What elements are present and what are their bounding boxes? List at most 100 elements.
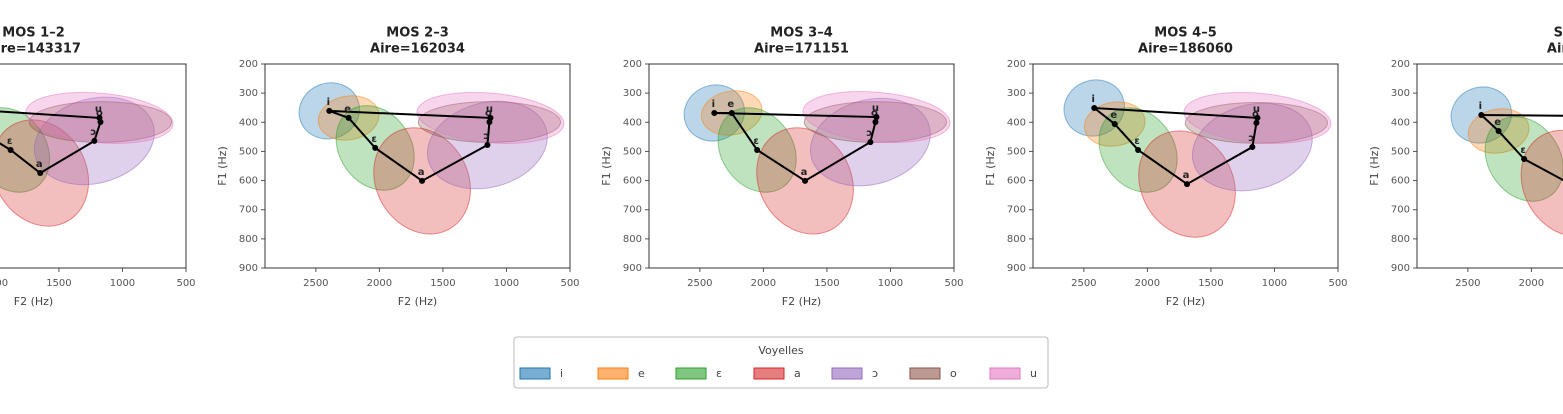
vowel-label: ɔ — [866, 128, 872, 139]
x-tick-label: 2500 — [303, 278, 328, 289]
legend-swatch — [909, 367, 941, 380]
vowel-point — [1254, 114, 1261, 121]
vowel-point — [345, 114, 352, 121]
vowel-label: ɛ — [1134, 136, 1140, 147]
y-tick-label: 300 — [623, 88, 642, 99]
panel-subtitle: Aire=162034 — [370, 42, 465, 57]
panel-subtitle: Aire=143317 — [0, 42, 81, 57]
legend-label: u — [1030, 367, 1037, 380]
vowel-point — [7, 146, 14, 153]
vowel-label: u — [1253, 104, 1260, 115]
x-axis-label: F2 (Hz) — [14, 295, 53, 308]
vowel-label: a — [418, 167, 425, 178]
legend-label: o — [950, 367, 957, 380]
vowel-point — [754, 146, 761, 153]
vowel-label: o — [485, 108, 492, 119]
y-axis-label: F1 (Hz) — [984, 146, 997, 185]
y-tick-label: 800 — [1007, 234, 1026, 245]
x-tick-label: 2500 — [1455, 278, 1480, 289]
vowel-label: ɔ — [90, 127, 96, 138]
y-tick-label: 400 — [239, 117, 258, 128]
panel-title: MOS 3–4 — [770, 26, 832, 41]
vowel-point — [1091, 105, 1098, 112]
x-tick-label: 2500 — [1071, 278, 1096, 289]
vowel-point — [728, 109, 735, 116]
vowel-point — [372, 144, 379, 151]
y-tick-label: 900 — [239, 263, 258, 274]
vowel-label: u — [95, 104, 102, 115]
vowel-point — [1521, 156, 1528, 163]
y-tick-label: 200 — [1391, 59, 1410, 70]
vowel-label: a — [801, 167, 808, 178]
y-tick-label: 700 — [1007, 205, 1026, 216]
y-tick-label: 700 — [239, 205, 258, 216]
vowel-label: o — [96, 108, 103, 119]
y-tick-label: 700 — [623, 205, 642, 216]
vowel-point — [1495, 128, 1502, 135]
vowel-label: ɛ — [7, 136, 13, 147]
y-tick-label: 300 — [239, 88, 258, 99]
y-tick-label: 300 — [1391, 88, 1410, 99]
y-tick-label: 200 — [239, 59, 258, 70]
vowel-point — [711, 109, 718, 116]
y-tick-label: 500 — [1007, 146, 1026, 157]
y-tick-label: 300 — [1007, 88, 1026, 99]
y-axis-label: F1 (Hz) — [1368, 146, 1381, 185]
vowel-point — [37, 169, 44, 176]
y-tick-label: 400 — [1007, 117, 1026, 128]
x-tick-label: 1000 — [878, 278, 903, 289]
vowel-label: i — [712, 99, 715, 110]
x-tick-label: 500 — [176, 278, 195, 289]
y-tick-label: 600 — [623, 176, 642, 187]
vowel-point — [419, 177, 426, 184]
legend-label: ɛ — [716, 367, 722, 380]
panel-title: MOS 1–2 — [2, 26, 64, 41]
vowel-label: i — [1479, 101, 1482, 112]
vowel-point — [91, 137, 98, 144]
vowel-point — [1111, 121, 1118, 128]
vowel-point — [872, 118, 879, 125]
vowel-label: u — [486, 104, 493, 115]
vowel-label: e — [1110, 110, 1117, 121]
legend-swatch — [831, 367, 863, 380]
vowel-point — [1253, 119, 1260, 126]
y-tick-label: 500 — [239, 146, 258, 157]
x-tick-label: 500 — [1328, 278, 1347, 289]
vowel-point — [96, 114, 103, 121]
y-tick-label: 200 — [623, 59, 642, 70]
x-tick-label: 2500 — [687, 278, 712, 289]
y-tick-label: 600 — [1007, 176, 1026, 187]
vowel-label: e — [344, 104, 351, 115]
y-tick-label: 600 — [239, 176, 258, 187]
x-tick-label: 2000 — [367, 278, 392, 289]
vowel-point — [1135, 146, 1142, 153]
vowel-label: ɔ — [483, 131, 489, 142]
x-tick-label: 2000 — [0, 278, 8, 289]
y-tick-label: 400 — [623, 117, 642, 128]
x-tick-label: 2000 — [1135, 278, 1160, 289]
vowel-point — [326, 107, 333, 114]
vowel-point — [1249, 144, 1256, 151]
y-tick-label: 500 — [623, 146, 642, 157]
vowel-ellipse — [1520, 129, 1563, 238]
y-tick-label: 200 — [1007, 59, 1026, 70]
x-axis-label: F2 (Hz) — [398, 295, 437, 308]
x-tick-label: 1000 — [110, 278, 135, 289]
y-tick-label: 800 — [239, 234, 258, 245]
legend-title: Voyelles — [758, 344, 804, 357]
x-tick-label: 1500 — [46, 278, 71, 289]
y-tick-label: 700 — [1391, 205, 1410, 216]
vowel-point — [487, 114, 494, 121]
panel-title: MOS 2–3 — [386, 26, 448, 41]
y-axis-label: F1 (Hz) — [600, 146, 613, 185]
vowel-label: a — [36, 159, 43, 170]
vowel-point — [484, 142, 491, 149]
axes-frame — [0, 63, 187, 269]
vowel-point — [873, 114, 880, 121]
y-axis-label: F1 (Hz) — [216, 146, 229, 185]
